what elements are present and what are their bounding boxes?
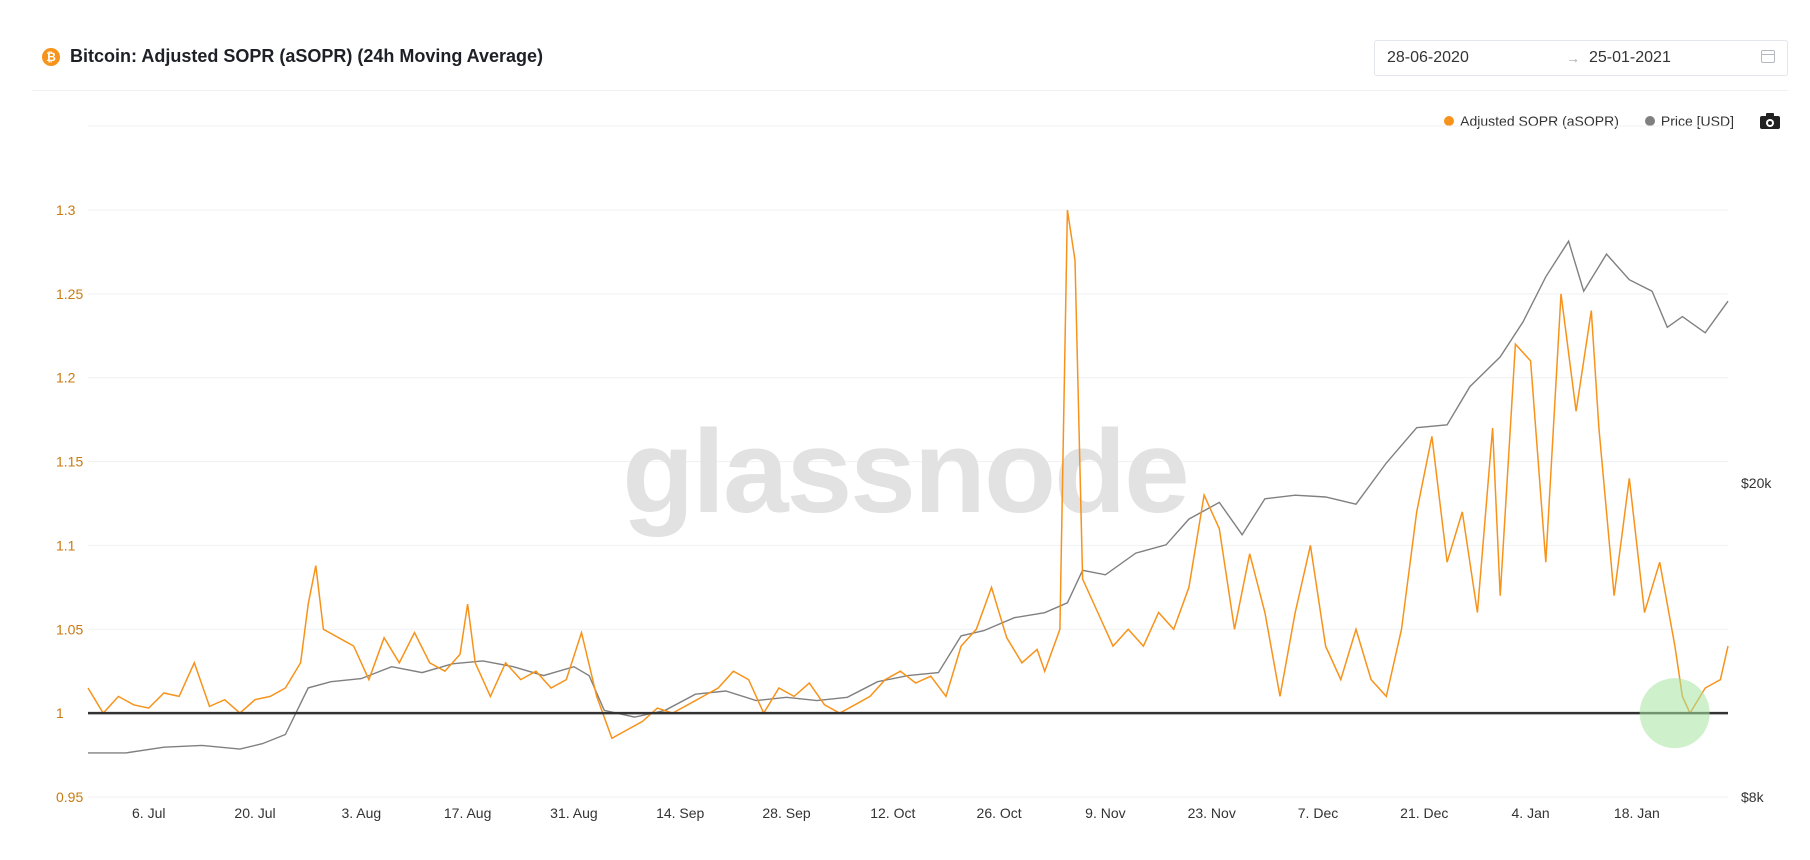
y-tick-label-left: 1.15 [56,454,83,470]
x-tick-label: 7. Dec [1298,805,1338,821]
chart-header: ₿ Bitcoin: Adjusted SOPR (aSOPR) (24h Mo… [32,30,1788,91]
date-range-picker[interactable]: 28-06-2020 → 25-01-2021 [1374,40,1788,76]
watermark: glassnode [622,406,1188,538]
date-end-input[interactable]: 25-01-2021 [1589,49,1671,66]
y-tick-label-left: 1.3 [56,202,76,218]
x-tick-label: 9. Nov [1085,805,1125,821]
x-tick-label: 14. Sep [656,805,704,821]
y-tick-label-left: 1.05 [56,621,83,637]
x-tick-label: 28. Sep [762,805,810,821]
x-tick-label: 23. Nov [1188,805,1236,821]
legend-dot-price [1644,116,1655,126]
x-tick-label: 12. Oct [870,805,915,821]
y-tick-label-right: $20k [1741,475,1772,491]
x-tick-label: 4. Jan [1512,805,1550,821]
x-tick-label: 20. Jul [234,805,275,821]
x-axis: 6. Jul 20. Jul 3. Aug 17. Aug 31. Aug 14. Sep… [132,805,1660,821]
legend-item-price[interactable]: Price [USD] [1644,113,1734,129]
x-tick-label: 6. Jul [132,805,165,821]
date-start-input[interactable]: 28-06-2020 [1387,49,1469,66]
y-tick-label-left: 1.2 [56,370,76,386]
x-tick-label: 17. Aug [444,805,492,821]
x-tick-label: 21. Dec [1400,805,1448,821]
chart-legend: Adjusted SOPR (aSOPR) Price [USD] [1418,113,1780,129]
highlight-circle [1639,678,1710,749]
legend-item-asopr[interactable]: Adjusted SOPR (aSOPR) [1444,113,1619,129]
y-tick-label-left: 1.1 [56,537,76,553]
arrow-right-icon: → [1566,50,1580,66]
title-wrap: ₿ Bitcoin: Adjusted SOPR (aSOPR) (24h Mo… [42,46,543,67]
series-line-asopr [87,209,1729,740]
legend-label-price: Price [USD] [1660,113,1734,129]
y-tick-label-left: 1 [56,705,64,721]
y-axis-right: $8k $20k [1741,475,1772,805]
x-tick-label: 18. Jan [1614,805,1660,821]
chart-title: Bitcoin: Adjusted SOPR (aSOPR) (24h Movi… [70,46,544,66]
x-tick-label: 3. Aug [341,805,381,821]
x-tick-label: 26. Oct [977,805,1022,821]
y-axis-left: 0.95 1 1.05 1.1 1.15 1.2 1.25 1.3 [56,202,83,805]
y-tick-label-left: 1.25 [56,286,83,302]
camera-icon[interactable] [1760,113,1780,129]
y-tick-label-right: $8k [1741,789,1765,805]
y-tick-label-left: 0.95 [56,789,83,805]
bitcoin-icon: ₿ [42,47,60,66]
legend-dot-asopr [1444,116,1455,126]
x-tick-label: 31. Aug [550,805,598,821]
legend-label-asopr: Adjusted SOPR (aSOPR) [1460,113,1619,129]
calendar-icon[interactable] [1761,50,1775,63]
